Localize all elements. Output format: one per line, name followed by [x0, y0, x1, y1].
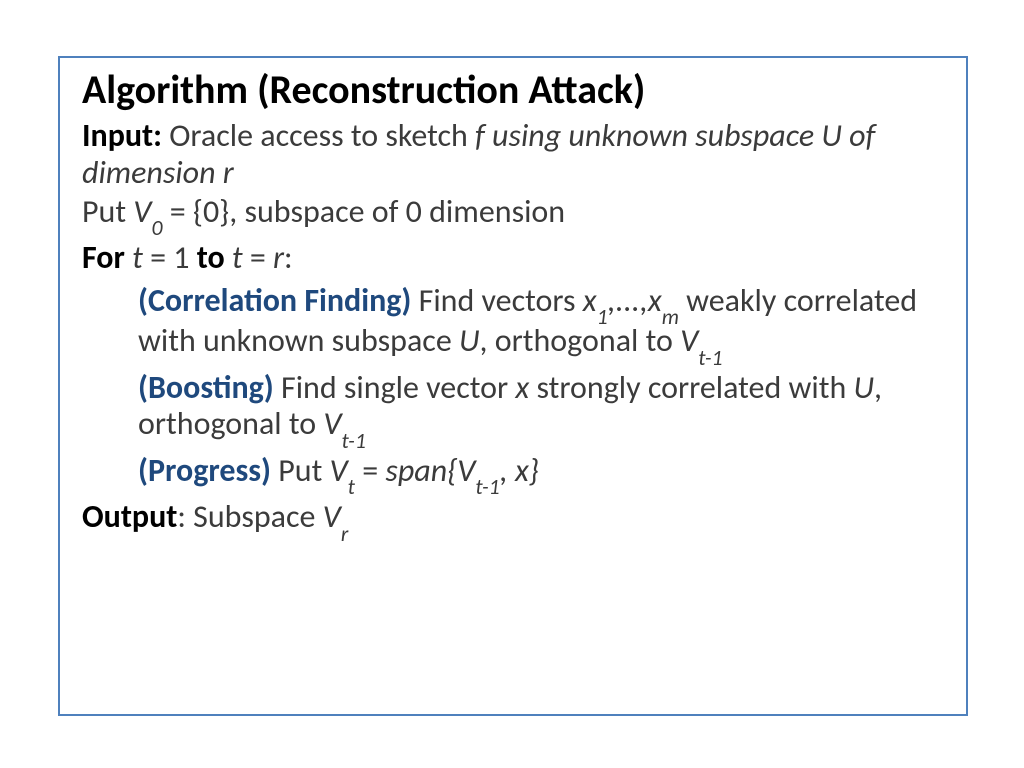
prog-Vt: V — [330, 451, 348, 490]
corr-c: , orthogonal to — [480, 321, 681, 360]
progress-label: (Progress) — [138, 451, 271, 490]
boost-b: strongly correlated with — [529, 368, 853, 407]
corr-V: V — [680, 321, 698, 360]
x1-sub: 1 — [597, 303, 608, 330]
input-line: Input: Oracle access to sketch f using u… — [82, 118, 944, 192]
x1: x — [583, 281, 597, 320]
prog-eq: = — [355, 451, 385, 490]
boost-U: U — [853, 368, 874, 407]
v0-sub: 0 — [151, 214, 162, 241]
slide: Algorithm (Reconstruction Attack) Input:… — [0, 0, 1024, 768]
put-b: = {0}, subspace of 0 dimension — [162, 192, 565, 231]
boost-x: x — [515, 368, 529, 407]
for-r: r — [273, 238, 284, 277]
correlation-label: (Correlation Finding) — [138, 281, 411, 320]
prog-Vtm1: V — [457, 451, 475, 490]
correlation-line: (Correlation Finding) Find vectors x1,..… — [82, 283, 944, 364]
boosting-label: (Boosting) — [138, 368, 274, 407]
prog-Vtm1-sub: t-1 — [475, 473, 499, 500]
output-line: Output: Subspace Vr — [82, 499, 944, 539]
boosting-line: (Boosting) Find single vector x strongly… — [82, 370, 944, 447]
boost-V-sub: t-1 — [342, 427, 366, 454]
prog-Vt-sub: t — [348, 473, 355, 500]
for-line: For t = 1 to t = r: — [82, 240, 944, 277]
output-a: : Subspace — [177, 497, 322, 536]
for-kw: For — [82, 238, 125, 277]
dots: ,..., — [608, 281, 648, 320]
algorithm-box: Algorithm (Reconstruction Attack) Input:… — [58, 56, 968, 716]
input-label: Input: — [82, 116, 162, 155]
progress-line: (Progress) Put Vt = span{Vt-1, x} — [82, 453, 944, 493]
boost-a: Find single vector — [274, 368, 516, 407]
corr-a: Find vectors — [411, 281, 582, 320]
algorithm-title: Algorithm (Reconstruction Attack) — [82, 68, 944, 112]
for-eqr: = — [243, 238, 273, 277]
for-t2: t — [232, 238, 243, 277]
init-line: Put V0 = {0}, subspace of 0 dimension — [82, 194, 944, 234]
for-eq1: = 1 — [143, 238, 197, 277]
put-a: Put — [82, 192, 133, 231]
corr-U: U — [459, 321, 480, 360]
xm: x — [648, 281, 662, 320]
prog-close: , x} — [500, 451, 539, 490]
output-V: V — [323, 497, 341, 536]
xm-sub: m — [662, 303, 679, 330]
boost-V: V — [323, 404, 341, 443]
v0-v: V — [133, 192, 151, 231]
corr-V-sub: t-1 — [698, 344, 722, 371]
prog-span: span{ — [385, 451, 457, 490]
to-kw: to — [197, 238, 225, 277]
for-sp2 — [225, 238, 232, 277]
prog-a: Put — [271, 451, 330, 490]
for-t1: t — [132, 238, 143, 277]
output-V-sub: r — [341, 520, 348, 547]
for-colon: : — [284, 238, 293, 277]
output-label: Output — [82, 497, 177, 536]
input-text-a: Oracle access to sketch — [162, 116, 475, 155]
